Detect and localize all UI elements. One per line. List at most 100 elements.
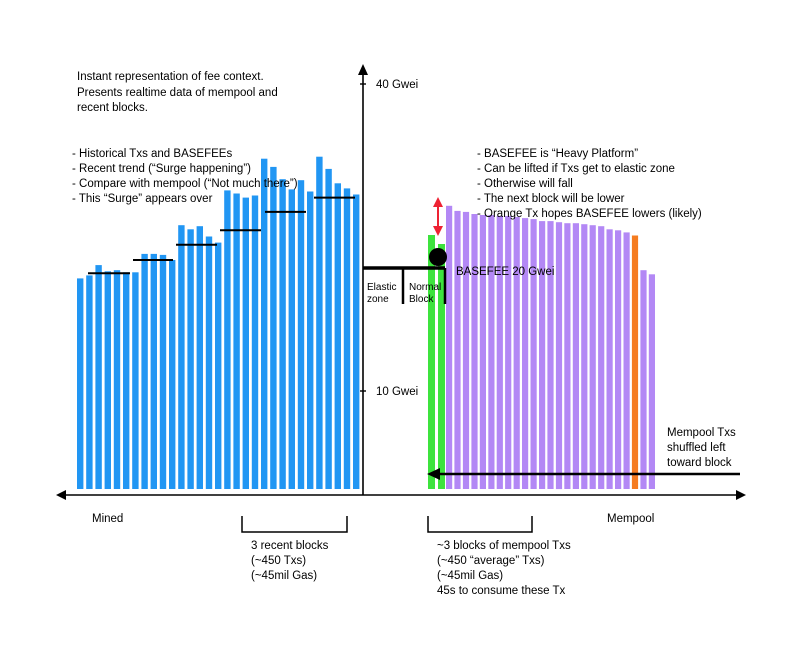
intro-line-3: recent blocks. — [77, 102, 148, 114]
mined-tx-bar — [95, 265, 102, 489]
mempool-tx-bar — [640, 270, 647, 489]
orange-tx-bar — [631, 235, 639, 489]
mined-tx-bar — [233, 193, 240, 489]
mined-tx-bar — [251, 195, 259, 489]
intro-line-2: Presents realtime data of mempool and — [77, 87, 278, 99]
x-label-mined: Mined — [92, 513, 123, 525]
mempool-tx-bar — [539, 221, 546, 489]
mined-tx-bar — [325, 168, 332, 489]
basefee-label: BASEFEE 20 Gwei — [456, 266, 554, 278]
mined-tx-bar — [132, 272, 139, 489]
mined-tx-bar — [104, 271, 111, 489]
elastic-zone-label-2: zone — [367, 294, 389, 305]
mempool-tx-bar — [581, 224, 588, 489]
recent-blocks-line-1: 3 recent blocks — [251, 540, 329, 552]
mined-tx-bar — [334, 183, 341, 490]
x-axis-left-arrowhead — [56, 490, 66, 500]
mempool-tx-bar — [513, 217, 520, 489]
mempool-tx-bar — [564, 223, 571, 489]
red-arrow-up-head — [433, 197, 443, 207]
left-note-2: - Recent trend (“Surge happening”) — [72, 163, 251, 175]
mempool-tx-bar — [606, 229, 613, 490]
mempool-note-line-2: shuffled left — [667, 442, 726, 454]
mempool-tx-bar — [572, 223, 579, 489]
mempool-tx-bar — [530, 219, 537, 489]
y-axis-label-40: 40 Gwei — [376, 79, 418, 91]
mined-tx-bar — [77, 278, 84, 489]
mempool-blocks-bracket — [427, 516, 533, 533]
mempool-tx-bar — [598, 226, 605, 489]
green-bar-elastic — [428, 235, 435, 489]
mined-tx-bar — [279, 179, 286, 489]
mempool-tx-bar — [615, 230, 622, 490]
mempool-note-line-3: toward block — [667, 457, 732, 469]
mined-tx-bar — [187, 229, 194, 490]
mined-tx-bar — [169, 260, 176, 489]
left-note-3: - Compare with mempool (“Not much there”… — [72, 178, 298, 190]
recent-blocks-bracket — [241, 516, 348, 533]
mempool-tx-bar — [496, 216, 503, 489]
basefee-weight-ball — [429, 248, 447, 266]
normal-block-label-2: Block — [409, 294, 434, 305]
mined-bars-group — [77, 156, 360, 490]
recent-blocks-line-2: (~450 Txs) — [251, 555, 306, 567]
mempool-tx-bar — [479, 215, 486, 489]
mined-tx-bar — [288, 189, 295, 489]
mined-tx-bar — [316, 156, 323, 489]
x-axis-right-arrowhead — [736, 490, 746, 500]
right-note-4: - The next block will be lower — [477, 193, 625, 205]
mempool-tx-bar — [648, 274, 655, 489]
mempool-shuffle-arrowhead — [427, 468, 440, 480]
mined-tx-bar — [86, 275, 93, 489]
x-label-mempool: Mempool — [607, 513, 654, 525]
mined-tx-bar — [178, 225, 185, 489]
mined-tx-bar — [242, 197, 249, 489]
mined-tx-bar — [150, 253, 157, 489]
left-note-1: - Historical Txs and BASEFEEs — [72, 148, 232, 160]
right-note-3: - Otherwise will fall — [477, 178, 573, 190]
recent-blocks-line-3: (~45mil Gas) — [251, 570, 317, 582]
mined-tx-bar — [123, 272, 130, 489]
elastic-zone-label: Elastic — [367, 282, 396, 293]
mempool-blocks-line-1: ~3 blocks of mempool Txs — [437, 540, 571, 552]
mempool-tx-bar — [623, 232, 630, 489]
mempool-blocks-line-3: (~45mil Gas) — [437, 570, 503, 582]
mempool-note-line-1: Mempool Txs — [667, 427, 736, 439]
right-note-2: - Can be lifted if Txs get to elastic zo… — [477, 163, 675, 175]
mined-basefee-lines — [88, 196, 355, 275]
y-axis-arrowhead — [358, 64, 368, 75]
mempool-bars-group — [446, 205, 655, 490]
mined-tx-bar — [196, 226, 203, 489]
mined-tx-bar — [353, 194, 360, 489]
mempool-tx-bar — [488, 215, 495, 489]
right-note-1: - BASEFEE is “Heavy Platform” — [477, 148, 638, 160]
normal-block-label: Normal — [409, 282, 441, 293]
mempool-blocks-line-4: 45s to consume these Tx — [437, 585, 566, 597]
mined-tx-bar — [205, 236, 213, 489]
mined-tx-bar — [270, 166, 277, 489]
mempool-tx-bar — [446, 205, 453, 490]
green-bar-normal — [438, 244, 445, 489]
mempool-tx-bar — [522, 218, 529, 489]
mempool-blocks-line-2: (~450 “average” Txs) — [437, 555, 545, 567]
intro-line-1: Instant representation of fee context. — [77, 71, 264, 83]
left-note-4: - This “Surge” appears over — [72, 193, 213, 205]
mined-tx-bar — [215, 242, 222, 489]
mempool-tx-bar — [589, 225, 596, 489]
mempool-tx-bar — [454, 210, 461, 489]
mined-tx-bar — [343, 188, 351, 489]
mined-tx-bar — [297, 180, 305, 489]
right-note-5: - Orange Tx hopes BASEFEE lowers (likely… — [477, 208, 702, 220]
mempool-tx-bar — [471, 214, 478, 489]
y-axis-label-10: 10 Gwei — [376, 386, 418, 398]
mempool-tx-bar — [555, 222, 563, 490]
mempool-tx-bar — [547, 221, 554, 489]
mempool-tx-bar — [505, 216, 512, 489]
mined-tx-bar — [307, 191, 314, 489]
mined-tx-bar — [141, 253, 148, 489]
mined-tx-bar — [159, 254, 167, 489]
mined-tx-bar — [261, 158, 268, 489]
red-arrow-down-head — [433, 226, 443, 236]
